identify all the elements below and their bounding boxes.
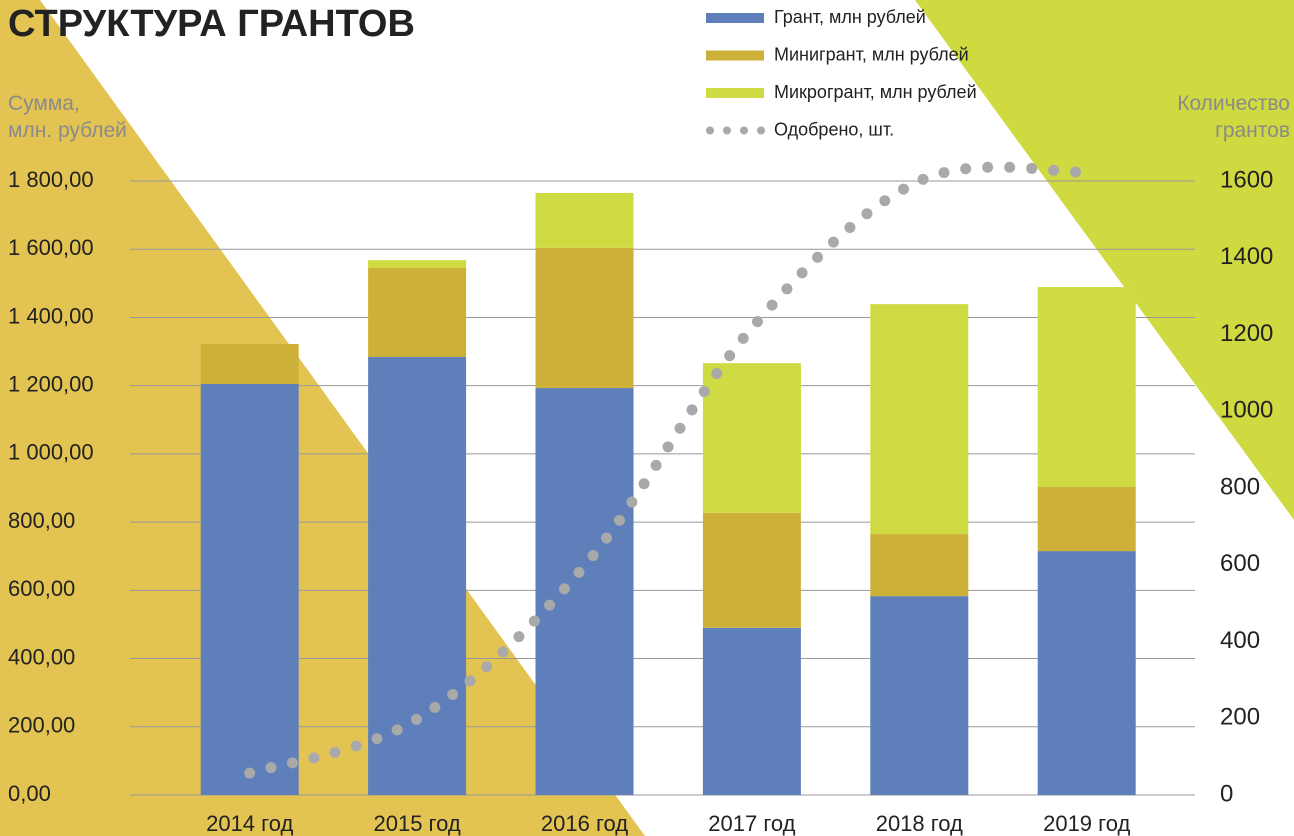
y2-tick-label: 0 [1220,780,1233,807]
bar-segment [368,260,467,268]
y-tick-label: 0,00 [8,781,51,806]
bar-segment [870,596,969,795]
legend-marker [740,126,748,135]
y-tick-label: 1 200,00 [8,371,94,396]
y2-axis-title: Количество грантов [1177,92,1290,142]
x-tick-label: 2019 год [1043,811,1130,836]
y-tick-label: 1 000,00 [8,440,94,465]
bar-segment [870,534,969,597]
x-tick-label: 2014 год [206,811,293,836]
y2-tick-label: 800 [1220,473,1260,500]
legend-marker [706,126,714,135]
x-tick-label: 2018 год [876,811,963,836]
y-tick-label: 1 800,00 [8,167,94,192]
line-series [244,161,1093,779]
legend-label: Грант, млн рублей [774,7,926,27]
y-tick-label: 200,00 [8,713,75,738]
legend-swatch [706,13,764,23]
bar-segment [368,267,467,358]
y-axis-title-line: млн. рублей [8,119,127,142]
y-tick-label: 1 600,00 [8,235,94,260]
legend-label: Минигрант, млн рублей [774,44,969,64]
y2-tick-label: 600 [1220,550,1260,577]
bar-segment [1037,287,1136,487]
y2-tick-label: 200 [1220,704,1260,731]
bar-segment [535,388,634,795]
y-axis-title: Сумма, млн. рублей [8,92,127,142]
bar-segment [1037,486,1136,552]
legend-swatch [706,88,764,98]
legend-swatch [706,50,764,61]
legend-label: Одобрено, шт. [774,119,894,139]
y-axis-title-line: Сумма, [8,92,80,115]
bar-segment [870,304,969,535]
y2-axis-title-line: Количество [1177,92,1290,115]
y2-tick-label: 1000 [1220,397,1273,424]
y-tick-label: 400,00 [8,644,75,669]
bar-segment [535,192,634,248]
y-tick-label: 600,00 [8,576,75,601]
bar-segment [702,627,801,795]
legend-label: Микрогрант, млн рублей [774,82,977,102]
bar-segment [368,357,467,795]
y-tick-label: 800,00 [8,508,75,533]
y2-tick-label: 1200 [1220,320,1273,347]
y2-tick-label: 1400 [1220,243,1273,270]
legend-marker [757,126,765,135]
bar-segment [535,247,634,389]
y2-axis-title-line: грантов [1215,119,1290,142]
x-tick-label: 2016 год [541,811,628,836]
y2-tick-label: 1600 [1220,166,1273,193]
y2-tick-label: 400 [1220,627,1260,654]
y-tick-label: 1 400,00 [8,303,94,328]
x-tick-label: 2015 год [374,811,461,836]
bar-segment [702,512,801,628]
bar-segment [200,383,299,795]
bar-segment [1037,551,1136,795]
bar-segment [200,344,299,384]
bar-segment [702,363,801,513]
chart-title: СТРУКТУРА ГРАНТОВ [8,3,415,45]
bg-yellow [0,0,645,836]
legend-marker [723,126,731,135]
bg-green [915,0,1294,520]
x-tick-label: 2017 год [708,811,795,836]
